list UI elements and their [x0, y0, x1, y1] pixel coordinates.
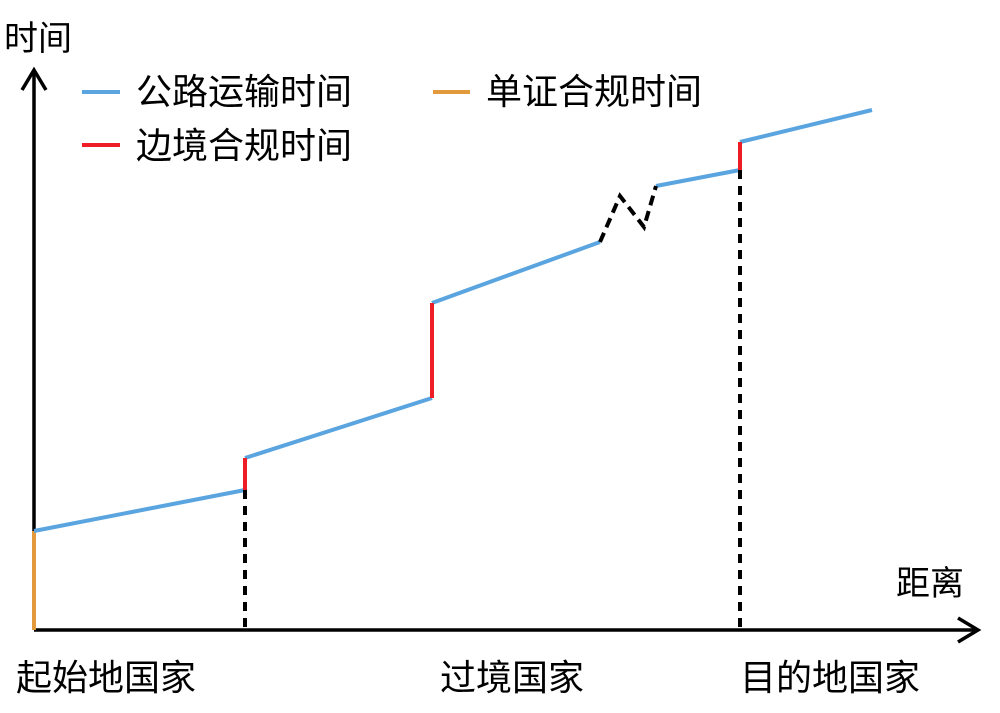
- legend-label-single: 单证合规时间: [486, 72, 702, 113]
- legend-item-single: 单证合规时间: [433, 72, 702, 113]
- y-axis-arrowhead: [20, 66, 48, 91]
- axis-break-zigzag: [598, 185, 658, 243]
- y-axis-label: 时间: [4, 19, 72, 59]
- category-transit: 过境国家: [440, 658, 584, 699]
- legend-item-road: 公路运输时间: [82, 72, 352, 113]
- category-origin: 起始地国家: [16, 658, 196, 699]
- x-axis-arrowhead: [957, 616, 982, 644]
- legend-label-border: 边境合规时间: [136, 126, 352, 167]
- x-axis-label: 距离: [896, 564, 964, 604]
- legend-label-road: 公路运输时间: [136, 72, 352, 113]
- legend-item-border: 边境合规时间: [82, 126, 352, 167]
- road-segment-1: [33, 488, 246, 533]
- road-segment-2: [244, 396, 433, 460]
- legend: 公路运输时间 单证合规时间 边境合规时间: [82, 72, 702, 167]
- road-segment-5: [739, 108, 873, 144]
- category-destination: 目的地国家: [740, 658, 920, 699]
- road-segment-4: [655, 168, 741, 188]
- road-segment-3: [431, 240, 601, 305]
